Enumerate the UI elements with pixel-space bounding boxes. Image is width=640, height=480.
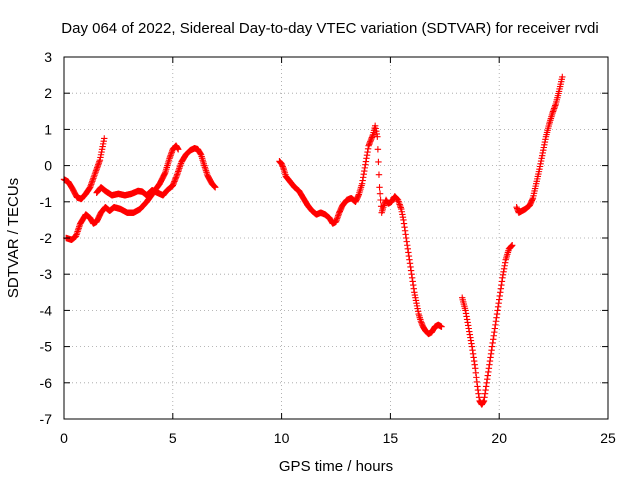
y-axis-label: SDTVAR / TECUs	[5, 178, 22, 298]
data-point	[377, 196, 384, 204]
data-series-segment	[459, 242, 516, 408]
data-point	[376, 190, 384, 197]
y-tick-label: -6	[40, 375, 53, 391]
y-tick-label: 2	[44, 85, 52, 101]
x-tick-label: 20	[491, 430, 507, 446]
y-tick-label: -3	[40, 266, 53, 282]
chart-title: Day 064 of 2022, Sidereal Day-to-day VTE…	[61, 20, 598, 37]
data-series-segment	[513, 73, 566, 216]
x-tick-label: 25	[600, 430, 616, 446]
y-tick-label: -5	[40, 339, 53, 355]
data-point	[374, 133, 381, 140]
data-point	[175, 146, 182, 153]
data-series-segment	[93, 145, 219, 199]
grid-lines	[64, 57, 608, 419]
data-point	[212, 184, 219, 191]
data-point	[509, 242, 516, 249]
y-tick-label: -7	[40, 411, 53, 427]
data-point	[101, 135, 108, 142]
data-point	[559, 73, 566, 81]
x-tick-label: 0	[60, 430, 68, 446]
y-tick-label: -2	[40, 230, 53, 246]
x-tick-label: 10	[274, 430, 290, 446]
x-axis-label: GPS time / hours	[279, 458, 393, 475]
data-series-segment	[276, 122, 445, 338]
y-tick-label: -4	[40, 302, 53, 318]
x-tick-label: 5	[169, 430, 177, 446]
x-tick-label: 15	[383, 430, 399, 446]
y-tick-label: 3	[44, 49, 52, 65]
data-series-segment	[60, 135, 108, 203]
y-tick-label: 0	[44, 158, 52, 174]
y-tick-label: -1	[40, 194, 53, 210]
data-point	[375, 171, 383, 178]
data-point	[376, 184, 383, 191]
data-point	[374, 146, 382, 153]
data-points	[60, 73, 566, 408]
data-point	[375, 158, 382, 166]
data-point	[438, 323, 445, 330]
y-tick-label: 1	[44, 121, 52, 137]
